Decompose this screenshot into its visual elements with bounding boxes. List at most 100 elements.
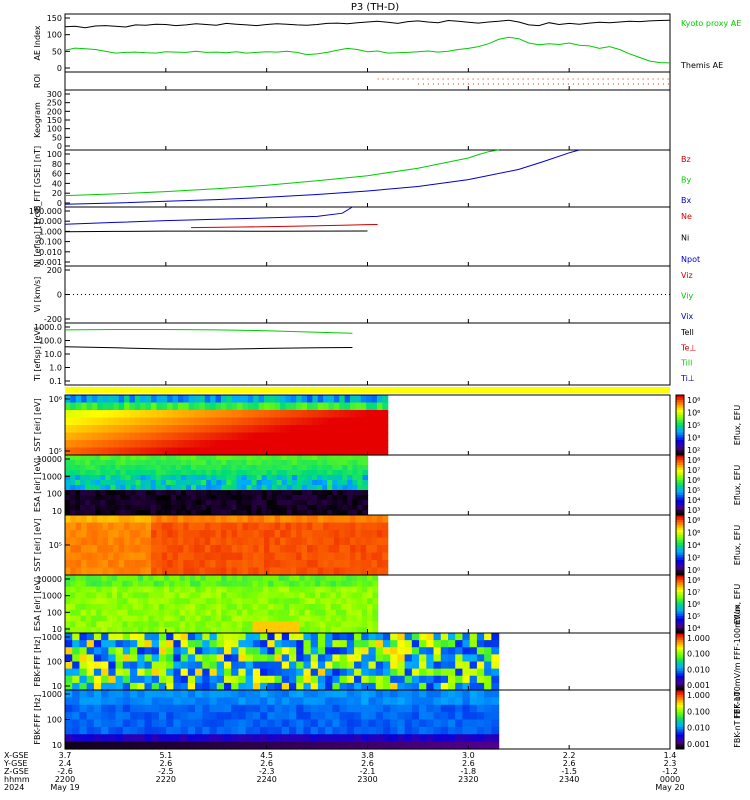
spectrogram-cell [469,682,478,691]
spectrogram-cell [238,741,247,750]
spectrogram-cell [285,425,292,434]
spectrogram-cell [289,640,297,648]
spectrogram-cell [122,654,131,663]
spectrogram-cell [317,402,324,411]
spectrogram-cell [236,604,243,611]
spectrogram-cell [371,560,378,569]
spectrogram-cell [317,465,323,471]
spectrogram-cell [491,633,500,641]
spectrogram-cell [91,615,97,622]
spectrogram-cell [238,682,247,691]
spectrogram-cell [206,455,212,461]
spectrogram-cell [90,460,96,466]
spectrogram-cell [70,515,77,524]
colorbar-frame [675,689,685,750]
spectrogram-cell [274,741,283,750]
spectrogram-cell [390,668,399,677]
spectrogram-cell [390,697,399,706]
spectrogram-cell [484,719,492,728]
spectrogram-cell [85,500,91,506]
spectrogram-cell [333,522,340,531]
spectrogram-cell [180,726,189,735]
spectrogram-cell [145,395,152,404]
spectrogram-cell [350,432,356,441]
spectrogram-cell [180,640,189,648]
spectrogram-cell [342,500,348,506]
spectrogram-cell [346,697,355,706]
spectrogram-cell [283,627,290,634]
spectrogram-cell [307,425,313,434]
spectrogram-cell [220,560,227,569]
spectrogram-cell [102,522,109,531]
spectrogram-cell [190,627,196,634]
spectrogram-cell [296,522,303,531]
spectrogram-cell [210,586,217,593]
spectrogram-cell [296,475,303,481]
spectrogram-cell [296,480,303,486]
spectrogram-cell [309,580,316,588]
spectrogram-cell [355,440,362,449]
spectrogram-cell [299,575,306,582]
spectrogram-cell [260,741,268,750]
spectrogram-cell [173,654,182,663]
spectrogram-cell [86,545,93,554]
spectrogram-cell [382,734,391,743]
spectrogram-cell [350,447,356,456]
spectrogram-cell [315,615,321,622]
spectrogram-cell [307,410,313,419]
spectrogram-cell [301,530,308,539]
spectrogram-cell [115,485,122,491]
spectrogram-cell [241,455,248,461]
x-tick-label: 3.7 [59,751,72,760]
spectrogram-cell [257,586,264,593]
spectrogram-cell [242,575,248,582]
spectrogram-cell [95,500,101,506]
spectrogram-cell [205,609,212,617]
spectrogram-cell [188,560,195,569]
spectrogram-cell [262,592,269,599]
spectrogram-cell [195,640,203,648]
spectrogram-cell [101,598,108,605]
y-tick-label: 10000 [37,575,62,584]
spectrogram-cell [242,425,249,434]
spectrogram-cell [368,633,377,641]
spectrogram-cell [266,500,273,506]
spectrogram-cell [260,712,268,721]
spectrogram-cell [290,545,297,554]
spectrogram-cell [333,447,340,456]
spectrogram-cell [161,425,168,434]
spectrogram-cell [124,545,131,554]
y-axis-label-esa_i: ESA [eir] [eV] [33,458,42,512]
spectrogram-cell [236,470,243,476]
spectrogram-cell [160,465,167,471]
spectrogram-cell [158,726,167,735]
spectrogram-cell [80,505,86,511]
spectrogram-cell [231,633,240,641]
spectrogram-cell [134,395,141,404]
spectrogram-cell [242,402,249,411]
spectrogram-cell [312,495,318,501]
spectrogram-cell [346,604,353,611]
spectrogram-cell [130,460,137,466]
spectrogram-cell [215,417,222,426]
x-axis-row-label: Y-GSE [3,759,27,768]
spectrogram-cell [372,586,379,593]
spectrogram-cell [100,510,106,516]
spectrogram-cell [352,505,359,511]
spectrogram-cell [93,719,102,728]
spectrogram-cell [476,640,485,648]
spectrogram-cell [86,697,95,706]
spectrogram-cell [491,675,500,684]
spectrogram-cell [100,495,106,501]
spectrogram-cell [206,490,212,496]
spectrogram-cell [351,598,358,605]
spectrogram-cell [315,598,321,605]
spectrogram-cell [231,515,238,524]
spectrogram-cell [118,545,125,554]
spectrogram-cell [366,530,373,539]
spectrogram-cell [317,500,323,506]
spectrogram-cell [161,432,168,441]
spectrogram-cell [339,675,348,684]
spectrogram-cell [296,402,303,411]
spectrogram-cell [201,495,207,501]
